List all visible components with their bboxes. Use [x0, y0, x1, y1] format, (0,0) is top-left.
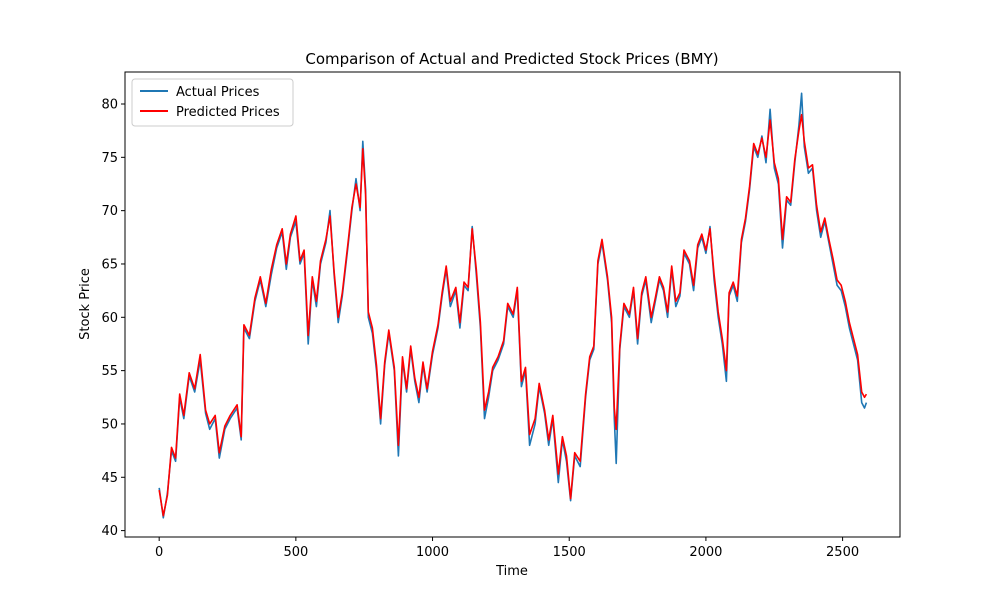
- y-tick-label: 80: [101, 97, 118, 112]
- y-tick-label: 40: [101, 524, 118, 539]
- x-tick-label: 500: [283, 545, 308, 560]
- x-tick-label: 1500: [553, 545, 586, 560]
- chart-title: Comparison of Actual and Predicted Stock…: [305, 50, 718, 68]
- y-axis-label: Stock Price: [78, 268, 93, 340]
- x-tick-label: 1000: [416, 545, 449, 560]
- y-tick-label: 55: [101, 364, 118, 379]
- y-tick-label: 70: [101, 204, 118, 219]
- legend-box: [131, 78, 294, 127]
- series-layer: [158, 92, 868, 519]
- x-tick-label: 2500: [826, 545, 859, 560]
- series-line-actual: [158, 92, 868, 519]
- y-axis-ticks: 40 45 50 55 60 65 70 75 80: [101, 97, 125, 539]
- legend: Actual Prices Predicted Prices: [131, 78, 294, 127]
- legend-label-predicted: Predicted Prices: [176, 105, 280, 120]
- x-tick-label: 2000: [689, 545, 722, 560]
- y-tick-label: 65: [101, 257, 118, 272]
- x-axis-label: Time: [495, 564, 528, 579]
- y-tick-label: 50: [101, 417, 118, 432]
- y-tick-label: 45: [101, 471, 118, 486]
- legend-label-actual: Actual Prices: [176, 85, 260, 100]
- y-tick-label: 60: [101, 311, 118, 326]
- x-tick-label: 0: [155, 545, 163, 560]
- plot-frame: [124, 71, 901, 538]
- y-tick-label: 75: [101, 151, 118, 166]
- series-line-predicted: [158, 113, 868, 517]
- x-axis-ticks: 0 500 1000 1500 2000 2500: [155, 537, 859, 560]
